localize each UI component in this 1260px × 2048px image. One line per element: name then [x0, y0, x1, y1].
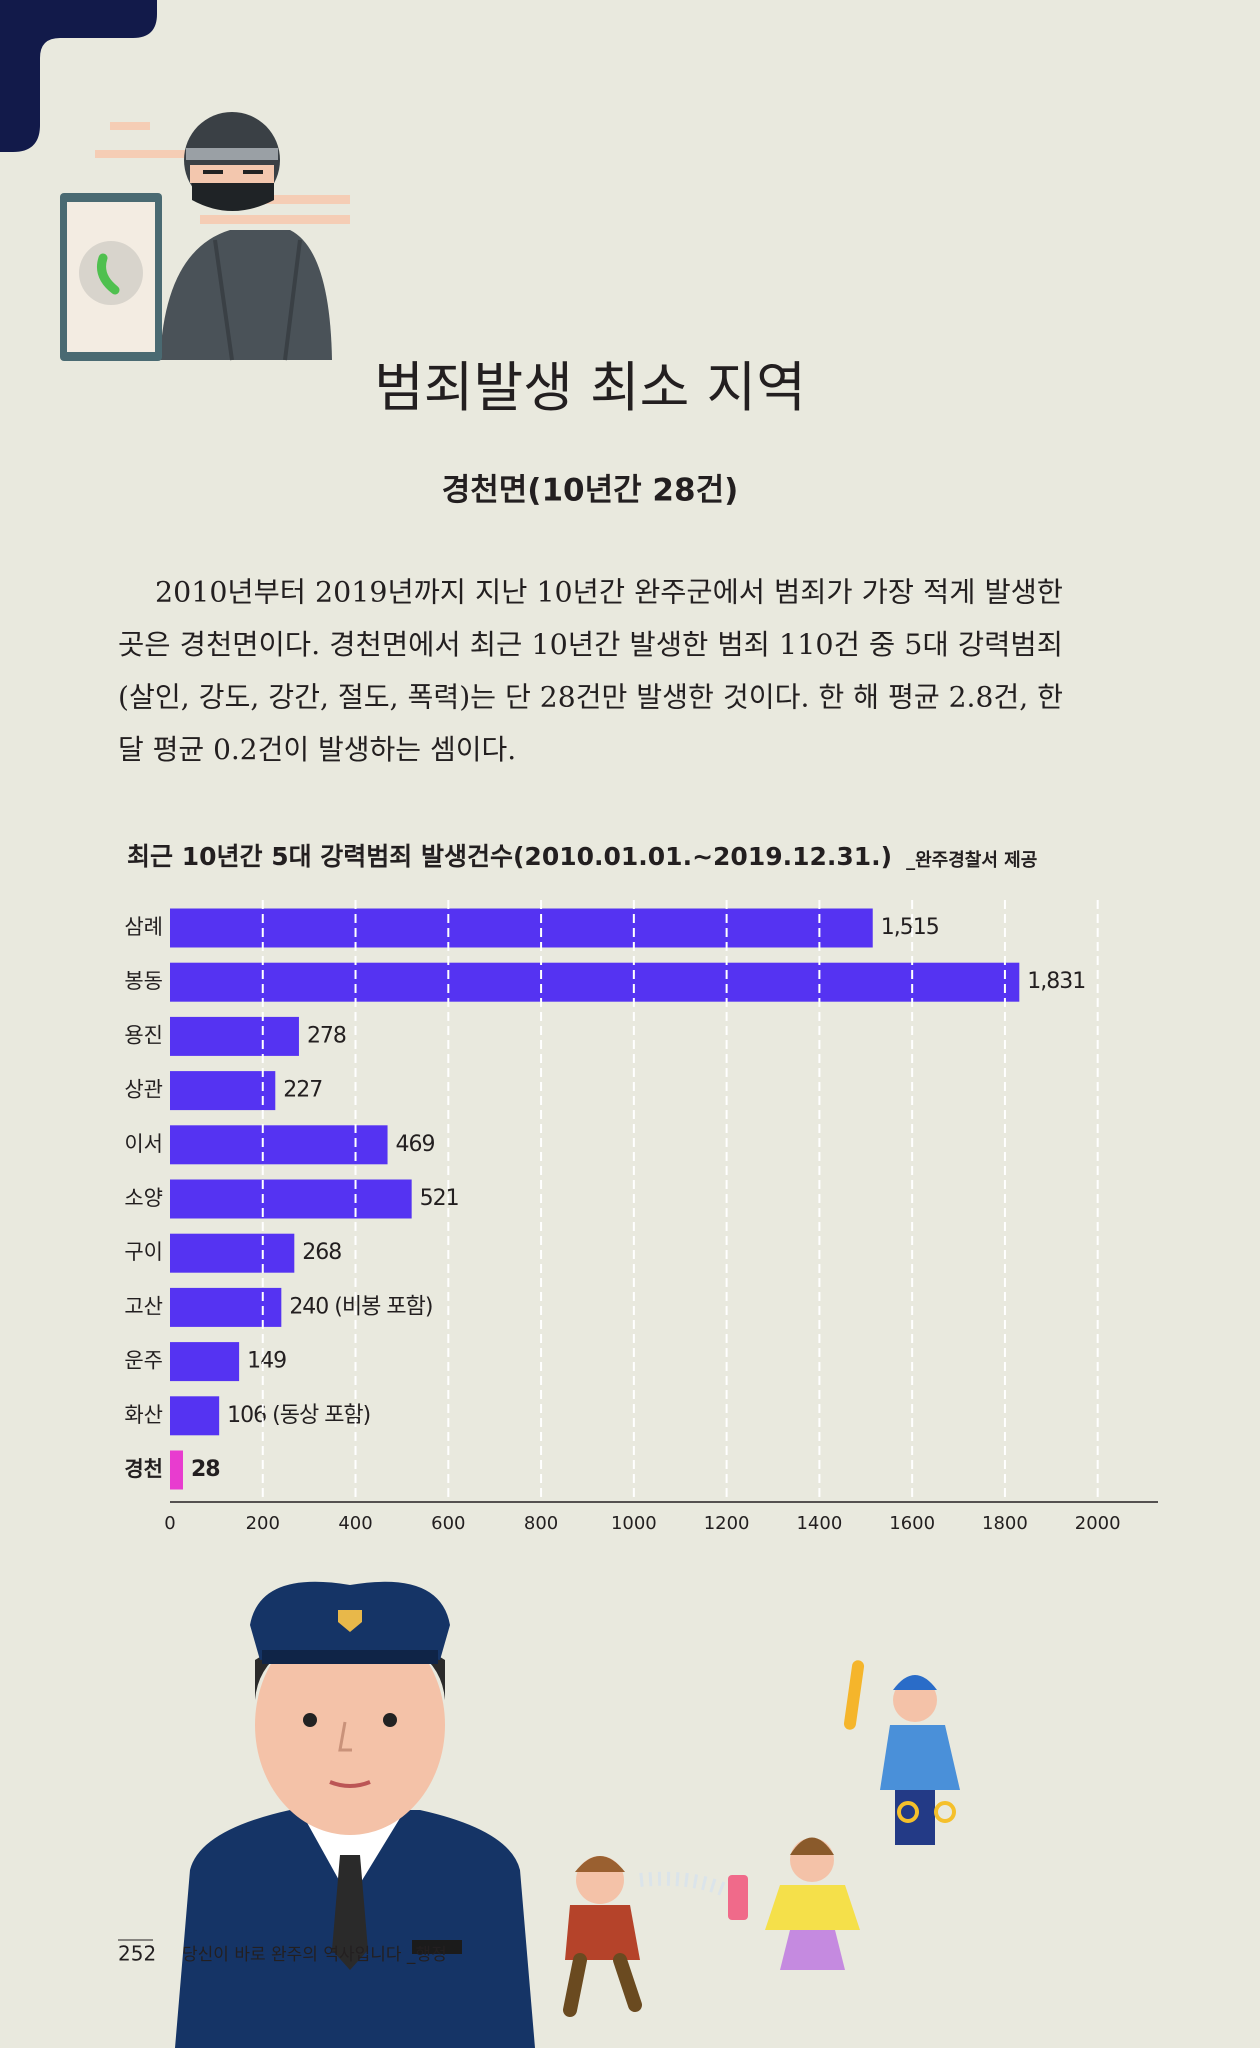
category-label: 용진 — [124, 1023, 163, 1047]
value-label: 1,515 — [881, 915, 939, 940]
value-label: 28 — [191, 1457, 220, 1482]
value-label: 278 — [307, 1023, 346, 1048]
police-officer-illustration — [175, 1581, 535, 2048]
category-label: 고산 — [124, 1294, 163, 1318]
x-tick-label: 200 — [246, 1513, 280, 1534]
value-label: 227 — [283, 1078, 322, 1103]
category-label: 봉동 — [124, 969, 163, 993]
bar — [170, 1396, 220, 1436]
chart: 최근 10년간 5대 강력범죄 발생건수(2010.01.01.~2019.12… — [124, 842, 1158, 1534]
page-title: 범죄발생 최소 지역 — [374, 356, 806, 419]
value-label: 106 (동상 포함) — [227, 1403, 370, 1428]
x-tick-label: 1400 — [796, 1513, 842, 1534]
subtitle: 경천면(10년간 28건) — [442, 473, 739, 509]
corner-decoration — [0, 0, 157, 152]
bar — [170, 1233, 295, 1273]
category-label: 상관 — [124, 1078, 163, 1102]
bar — [170, 962, 1020, 1002]
x-tick-label: 0 — [164, 1513, 175, 1534]
value-label: 521 — [420, 1186, 459, 1211]
paragraph-line: (살인, 강도, 강간, 절도, 폭력)는 단 28건만 발생한 것이다. 한 … — [118, 681, 1063, 714]
footer-title: 당신이 바로 완주의 역사입니다 _행정 — [182, 1945, 447, 1965]
bar — [170, 1016, 299, 1056]
x-tick-label: 600 — [431, 1513, 465, 1534]
x-tick-label: 1000 — [611, 1513, 657, 1534]
category-label: 이서 — [124, 1132, 163, 1156]
page-number: 252 — [118, 1942, 156, 1966]
bar — [170, 1450, 183, 1490]
paragraph-line: 달 평균 0.2건이 발생하는 셈이다. — [118, 733, 516, 766]
x-tick-label: 800 — [524, 1513, 558, 1534]
bar — [170, 1071, 276, 1111]
x-tick-label: 1200 — [704, 1513, 750, 1534]
x-tick-label: 400 — [338, 1513, 372, 1534]
paragraph-line: 곳은 경천면이다. 경천면에서 최근 10년간 발생한 범죄 110건 중 5대… — [118, 628, 1063, 661]
x-tick-label: 2000 — [1075, 1513, 1121, 1534]
bar — [170, 1342, 240, 1382]
paragraph: 2010년부터 2019년까지 지난 10년간 완주군에서 범죄가 가장 적게 … — [118, 576, 1063, 767]
category-label: 화산 — [124, 1403, 163, 1427]
thief-illustration — [60, 112, 350, 361]
x-tick-label: 1800 — [982, 1513, 1028, 1534]
bar — [170, 908, 873, 948]
category-label: 삼례 — [124, 915, 163, 939]
category-label: 구이 — [124, 1240, 163, 1264]
chart-source: _완주경찰서 제공 — [906, 850, 1037, 871]
value-label: 268 — [302, 1240, 341, 1265]
bar — [170, 1179, 412, 1219]
x-tick-label: 1600 — [889, 1513, 935, 1534]
paragraph-line: 2010년부터 2019년까지 지난 10년간 완주군에서 범죄가 가장 적게 … — [155, 576, 1063, 609]
chart-title: 최근 10년간 5대 강력범죄 발생건수(2010.01.01.~2019.12… — [127, 842, 892, 871]
police-scene-illustration — [563, 1660, 960, 2017]
value-label: 469 — [396, 1132, 435, 1157]
bar — [170, 1125, 388, 1165]
value-label: 240 (비봉 포함) — [289, 1294, 432, 1319]
bar — [170, 1287, 282, 1327]
category-label: 소양 — [124, 1186, 163, 1210]
value-label: 149 — [247, 1349, 286, 1374]
category-label: 운주 — [124, 1349, 163, 1373]
category-label: 경천 — [124, 1457, 163, 1481]
value-label: 1,831 — [1027, 969, 1085, 994]
